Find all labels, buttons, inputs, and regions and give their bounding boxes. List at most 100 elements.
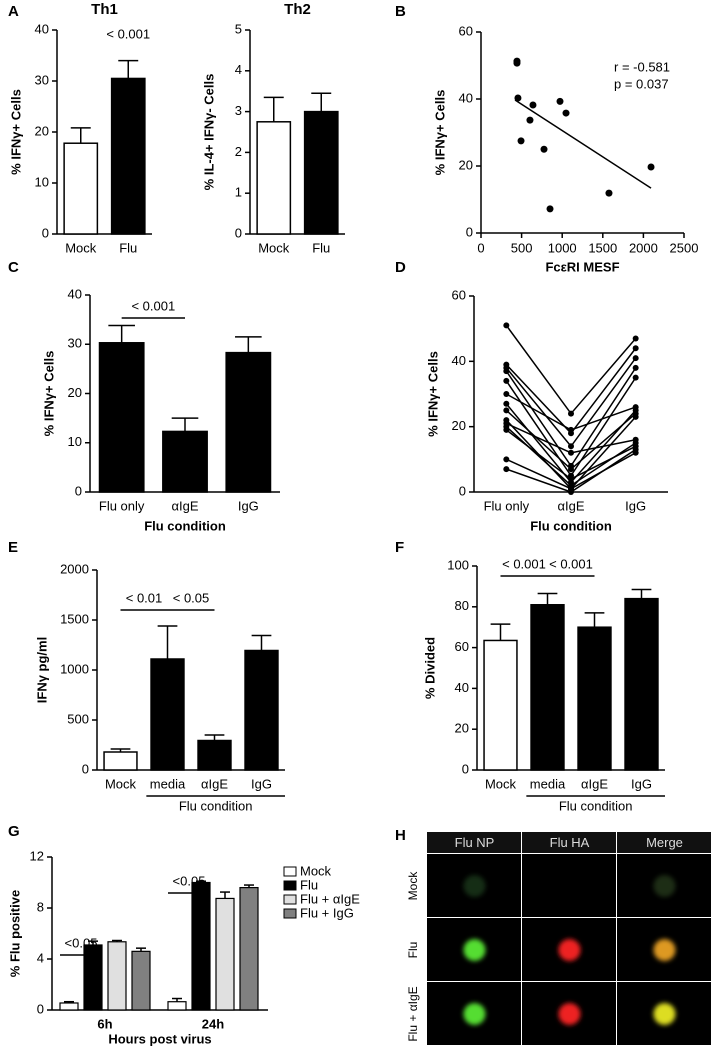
point [546,205,554,213]
y-tick-label: 20 [459,157,473,172]
point [503,377,510,384]
legend-swatch [283,908,297,919]
point [503,466,510,473]
y-tick-label: 30 [35,72,49,87]
row-label: Flu + αIgE [406,986,420,1041]
error-bar [157,625,178,659]
y-tick-label: 60 [459,23,473,38]
bar [83,944,103,1011]
column-label: Merge [646,835,683,850]
x-tick-label: 24h [202,1016,224,1031]
y-axis-label: IFNγ pg/ml [34,637,49,703]
x-tick-label: 1000 [548,240,577,255]
point [503,322,510,329]
y-tick-label: 0 [42,225,49,240]
error-bar [108,324,135,343]
bar [63,142,99,235]
annotation: < 0.001 [106,26,150,41]
panel-letter: A [8,3,19,20]
chart-title: Th1 [91,1,118,18]
panel-letter: F [395,539,404,556]
legend-swatch [283,894,297,905]
point [503,456,510,463]
annotation: p = 0.037 [614,76,669,91]
x-axis-label: Flu condition [179,798,253,813]
y-tick-label: 2 [235,144,242,159]
x-axis-label: Flu condition [144,518,226,533]
x-tick-label: media [530,776,566,791]
bar [197,739,232,771]
annotation: <0.05 [173,873,206,888]
y-tick-label: 0 [462,761,469,776]
point [647,163,655,171]
panel-letter: G [8,823,20,840]
x-tick-label: Flu [312,240,330,255]
point [568,449,574,456]
y-tick-label: 40 [35,21,49,36]
y-tick-label: 0 [466,224,473,239]
y-tick-label: 60 [452,287,466,302]
x-tick-label: 6h [97,1016,112,1031]
legend-swatch [283,866,297,877]
x-tick-label: αIgE [581,776,608,791]
bar [483,639,518,771]
x-axis-label: Hours post virus [108,1031,211,1046]
x-tick-label: Flu only [99,498,145,513]
cell-blob [653,939,676,961]
y-tick-label: 3 [235,103,242,118]
x-axis-label: FcεRI MESF [545,259,619,274]
error-bar [88,940,98,945]
x-tick-label: Mock [485,776,517,791]
point [632,364,639,371]
legend-label: Mock [300,863,332,878]
y-tick-label: 20 [455,721,469,736]
point [526,116,534,124]
bar [624,597,659,771]
panel-letter: E [8,539,18,556]
y-tick-label: 1500 [60,611,89,626]
y-tick-label: 8 [37,899,44,914]
y-tick-label: 5 [235,21,242,36]
bar [244,649,279,771]
x-tick-label: αIgE [201,776,228,791]
bar [167,1001,187,1011]
x-tick-label: IgG [625,498,646,513]
point [632,345,639,352]
y-tick-label: 0 [75,483,82,498]
bar [131,950,151,1011]
column-label: Flu HA [550,835,590,850]
bar [150,658,185,771]
annotation: < 0.001 [549,556,593,571]
y-axis-label: % IFNγ+ Cells [41,351,56,437]
point [568,475,574,482]
point [517,137,525,145]
x-tick-label: media [150,776,186,791]
point [632,413,639,420]
x-tick-label: 1500 [588,240,617,255]
point [568,489,574,495]
x-tick-label: Flu only [484,498,530,513]
bar [577,626,612,771]
y-tick-label: 100 [447,557,469,572]
error-bar [311,92,332,112]
x-tick-label: IgG [251,776,272,791]
x-tick-label: 0 [477,240,484,255]
column-label: Flu NP [455,835,495,850]
error-bar [490,623,511,641]
y-tick-label: 60 [455,639,469,654]
y-axis-label: % Divided [422,637,437,699]
bar [103,751,138,771]
fit-line [514,99,652,189]
cell-blob [463,875,486,897]
x-tick-label: 500 [511,240,533,255]
error-bar [631,588,652,599]
point [503,426,510,433]
panel-letter: D [395,259,406,276]
point [562,109,570,117]
y-tick-label: 20 [452,418,466,433]
panel-letter: C [8,259,19,276]
y-tick-label: 20 [68,385,82,400]
point [568,443,574,450]
